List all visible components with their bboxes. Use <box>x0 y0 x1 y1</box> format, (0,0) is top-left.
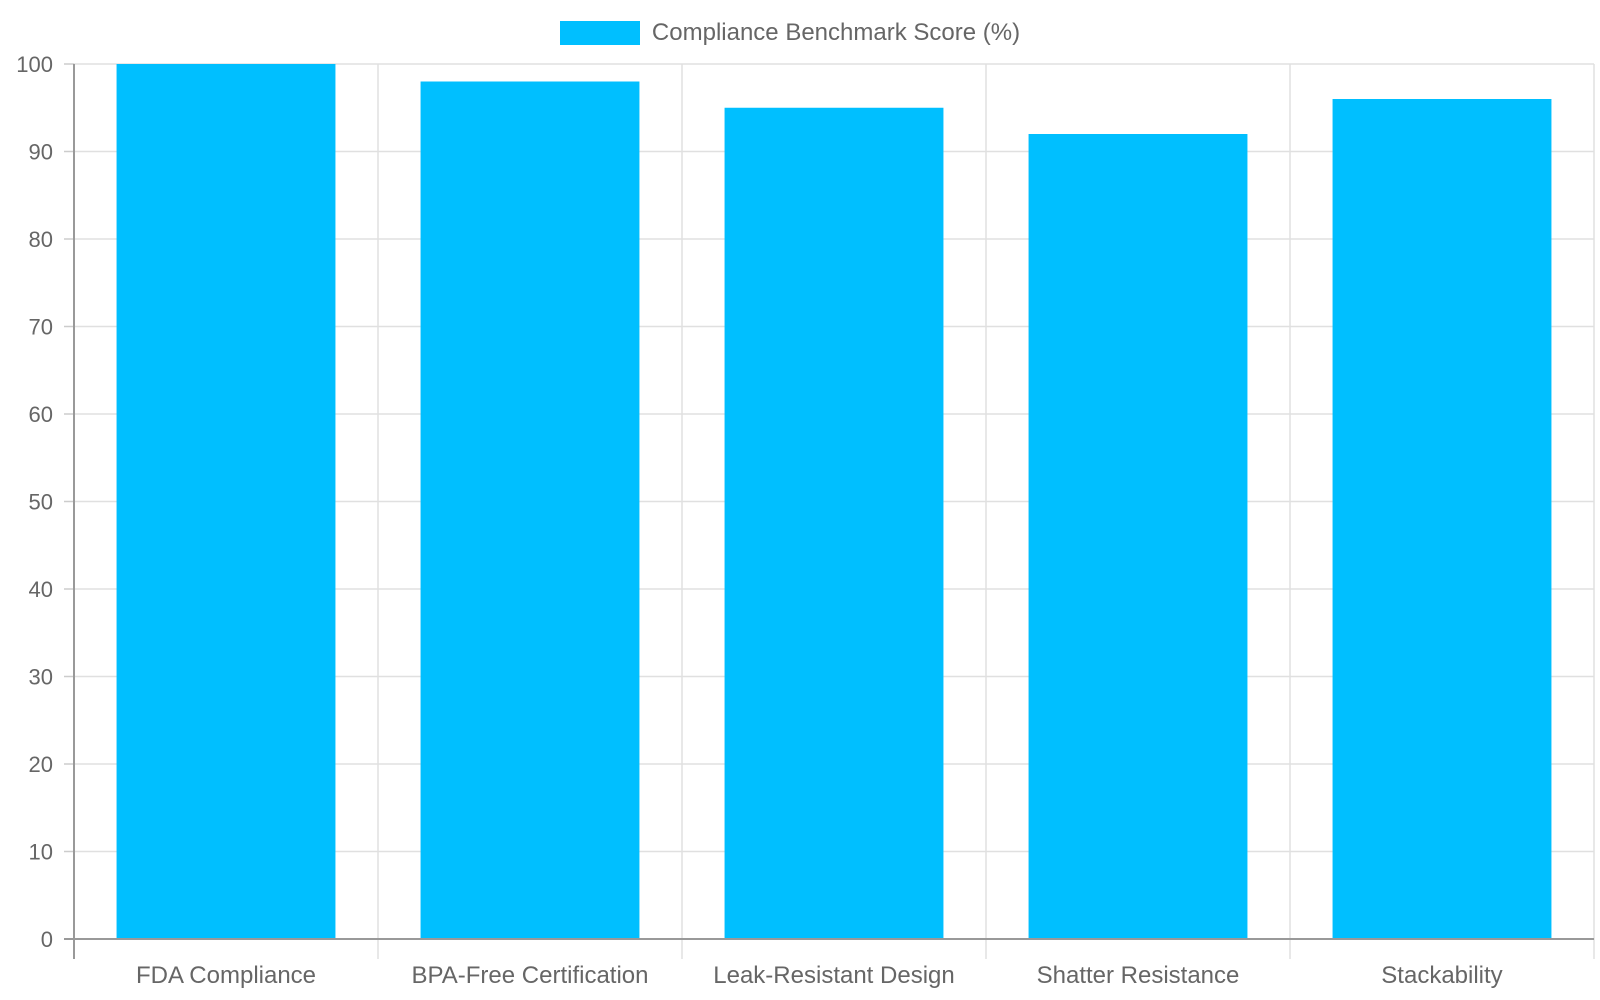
y-tick-label: 90 <box>29 140 53 165</box>
bar <box>1028 134 1248 939</box>
y-tick-label: 30 <box>29 665 53 690</box>
y-tick-label: 40 <box>29 577 53 602</box>
legend: Compliance Benchmark Score (%) <box>0 19 1600 47</box>
bar <box>724 107 944 939</box>
bar <box>420 81 640 939</box>
y-tick-label: 10 <box>29 840 53 865</box>
x-tick-label: Stackability <box>1381 962 1502 989</box>
x-tick-label: Leak-Resistant Design <box>713 962 954 989</box>
legend-swatch <box>559 21 640 45</box>
y-tick-label: 70 <box>29 315 53 340</box>
y-tick-label: 20 <box>29 752 53 777</box>
y-tick-label: 60 <box>29 402 53 427</box>
bar <box>1332 99 1552 939</box>
y-tick-label: 0 <box>41 927 53 952</box>
x-tick-label: FDA Compliance <box>136 962 316 989</box>
x-tick-label: Shatter Resistance <box>1037 962 1240 989</box>
legend-label: Compliance Benchmark Score (%) <box>651 19 1021 46</box>
y-tick-label: 100 <box>16 52 53 77</box>
bar <box>116 64 336 939</box>
y-tick-label: 50 <box>29 490 53 515</box>
y-tick-label: 80 <box>29 227 53 252</box>
x-tick-label: BPA-Free Certification <box>412 962 649 989</box>
